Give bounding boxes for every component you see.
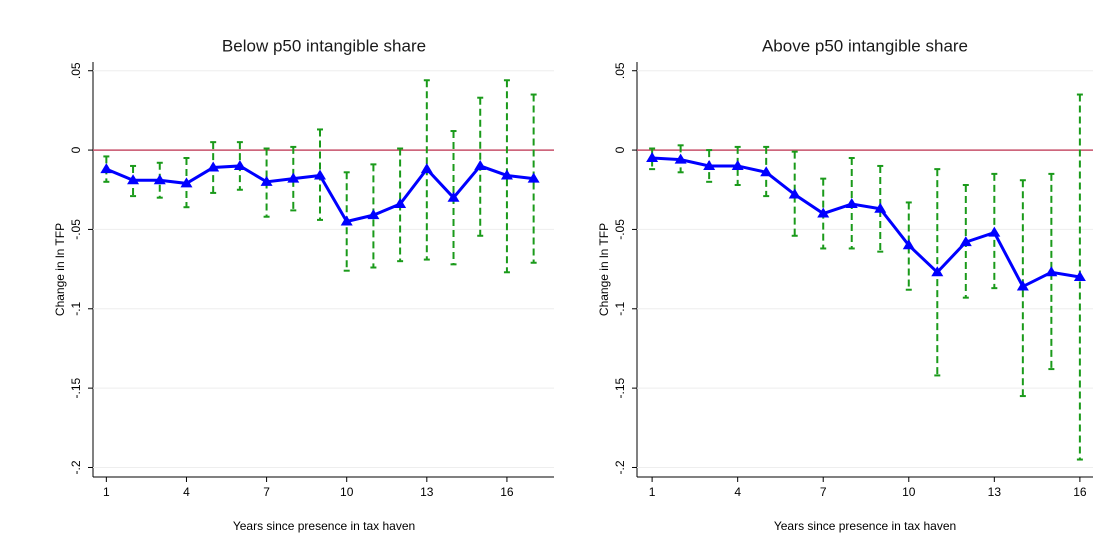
x-tick-label: 1	[649, 485, 656, 499]
marker	[233, 159, 246, 170]
y-axis-label: Change in ln TFP	[597, 223, 611, 316]
marker	[500, 169, 513, 180]
marker	[731, 159, 744, 170]
y-tick-label: -.1	[69, 301, 83, 315]
y-tick-label: 0	[69, 146, 83, 153]
x-tick-label: 16	[1073, 485, 1087, 499]
chart-panel: Below p50 intangible share Years since pr…	[53, 36, 554, 533]
x-tick-label: 10	[902, 485, 916, 499]
x-tick-label: 7	[820, 485, 827, 499]
y-tick-label: -.1	[613, 301, 627, 315]
chart-panel: Above p50 intangible share Years since pr…	[597, 36, 1093, 533]
y-tick-label: .05	[69, 62, 83, 79]
y-tick-label: -.15	[69, 377, 83, 398]
marker	[674, 153, 687, 164]
marker	[367, 209, 380, 220]
series-line	[652, 156, 1081, 289]
y-tick-label: -.05	[613, 219, 627, 240]
marker	[959, 236, 972, 247]
marker	[988, 226, 1001, 237]
x-tick-label: 10	[340, 485, 354, 499]
x-tick-label: 16	[500, 485, 514, 499]
marker	[817, 207, 830, 218]
y-tick-label: .05	[613, 62, 627, 79]
marker	[474, 159, 487, 170]
marker	[394, 198, 407, 209]
x-tick-label: 13	[988, 485, 1002, 499]
marker	[845, 198, 858, 209]
y-tick-label: -.05	[69, 219, 83, 240]
marker	[313, 169, 326, 180]
plot-area	[93, 62, 554, 477]
y-tick-label: -.2	[613, 460, 627, 474]
x-tick-label: 1	[103, 485, 110, 499]
marker	[420, 163, 433, 174]
marker	[207, 161, 220, 172]
marker	[260, 175, 273, 186]
x-tick-label: 4	[734, 485, 741, 499]
marker	[287, 172, 300, 183]
marker	[127, 174, 140, 185]
marker	[931, 266, 944, 277]
marker	[646, 152, 659, 163]
x-tick-label: 13	[420, 485, 434, 499]
marker	[527, 172, 540, 183]
y-axis-label: Change in ln TFP	[53, 223, 67, 316]
chart-title: Above p50 intangible share	[762, 36, 968, 55]
chart-title: Below p50 intangible share	[222, 36, 426, 55]
marker	[1073, 271, 1086, 282]
x-axis-label: Years since presence in tax haven	[774, 519, 956, 533]
marker	[760, 166, 773, 177]
marker	[340, 215, 353, 226]
marker	[1016, 280, 1029, 291]
marker	[153, 174, 166, 185]
y-tick-label: -.2	[69, 460, 83, 474]
marker	[180, 177, 193, 188]
plot-area	[637, 62, 1093, 477]
marker	[100, 163, 113, 174]
marker	[1045, 266, 1058, 277]
marker	[447, 191, 460, 202]
x-axis-label: Years since presence in tax haven	[233, 519, 415, 533]
x-tick-label: 7	[263, 485, 270, 499]
x-tick-label: 4	[183, 485, 190, 499]
marker	[902, 239, 915, 250]
marker	[703, 159, 716, 170]
y-tick-label: 0	[613, 146, 627, 153]
marker	[874, 202, 887, 213]
y-tick-label: -.15	[613, 377, 627, 398]
marker	[788, 188, 801, 199]
